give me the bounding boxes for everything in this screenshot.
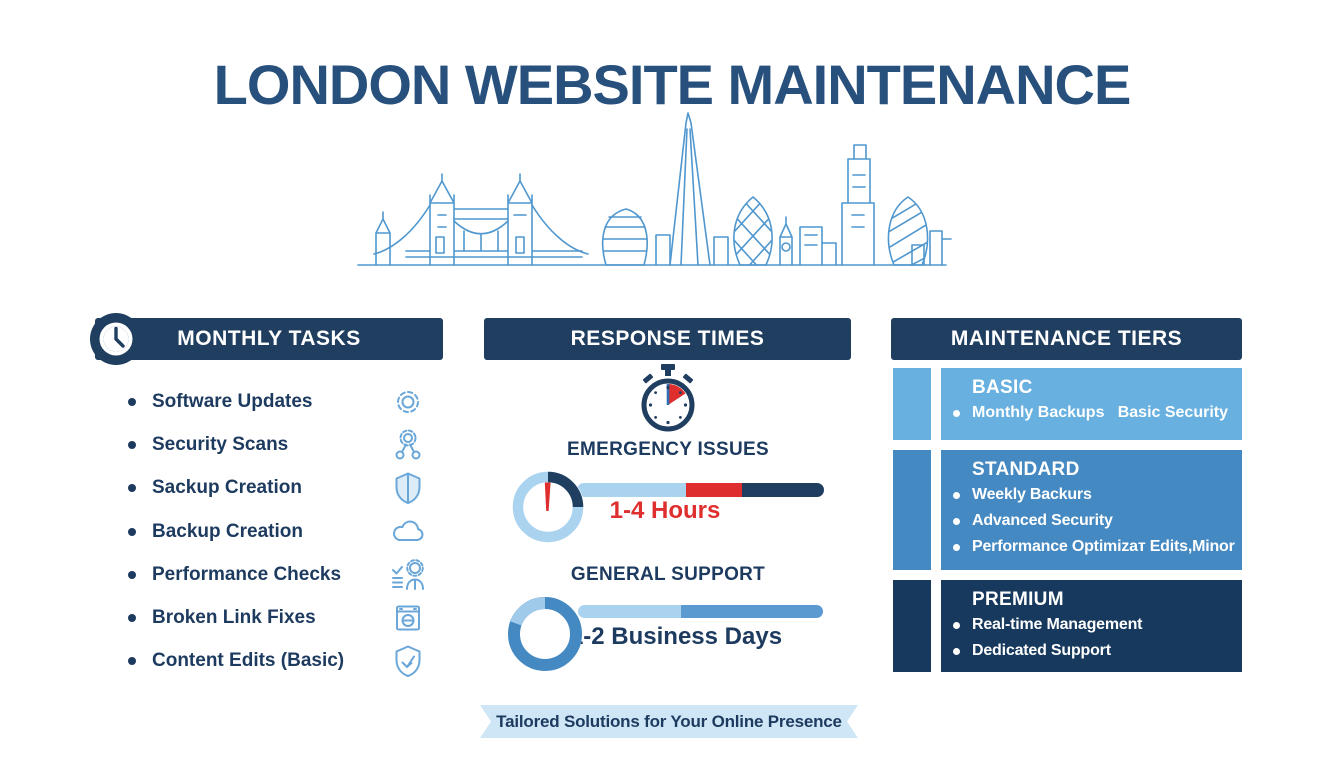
task-item: Backup Creation <box>128 510 428 553</box>
tagline-banner: Tailored Solutions for Your Online Prese… <box>480 705 858 738</box>
page-title: LONDON WEBSITE MAINTENANCE <box>213 53 1132 116</box>
bullet-dot <box>128 440 136 449</box>
standard-tier-features: Weekly Backurs Advanced Security Perform… <box>953 486 1235 556</box>
task-item: Sackup Creation <box>128 467 428 510</box>
premium-tier-features: Real-time Management Dedicated Support <box>953 616 1234 660</box>
gear-icon <box>388 384 428 420</box>
tagline-text: Tailored Solutions for Your Online Prese… <box>496 711 842 731</box>
general-support-title: GENERAL SUPPORT <box>570 564 766 585</box>
donut-circle-icon <box>508 597 582 671</box>
bullet-dot <box>128 527 136 536</box>
gauge-icon <box>512 471 584 543</box>
general-time-value: 1-2 Business Days <box>569 623 783 650</box>
task-item: Broken Link Fixes <box>128 596 428 639</box>
task-item: Software Updates <box>128 380 428 423</box>
task-item: Performance Checks <box>128 553 428 596</box>
general-response-bar <box>578 605 823 618</box>
bullet-dot <box>953 517 960 525</box>
basic-tier-name: BASIC <box>972 377 1033 398</box>
basic-tier-card: BASIC Monthly Backups Basic Security <box>941 368 1242 440</box>
shield-icon <box>388 470 428 506</box>
bullet-dot <box>953 621 960 629</box>
shield-check-icon <box>388 643 428 679</box>
bullet-dot <box>953 647 960 655</box>
bullet-dot <box>953 543 960 551</box>
standard-tier-strip <box>893 450 931 570</box>
emergency-issues-title: EMERGENCY ISSUES <box>567 439 769 460</box>
security-scan-icon <box>388 427 428 463</box>
maintenance-tiers-header-label: MAINTENANCE TIERS <box>950 327 1183 350</box>
browser-window-icon <box>388 600 428 636</box>
bullet-dot <box>128 484 136 493</box>
london-skyline-illustration <box>357 112 952 266</box>
standard-tier-name: STANDARD <box>972 459 1080 480</box>
clock-icon <box>90 313 142 365</box>
bullet-dot <box>128 570 136 579</box>
response-times-header: RESPONSE TIMES <box>484 318 851 360</box>
cloud-icon <box>388 514 428 550</box>
stopwatch-icon <box>641 364 695 432</box>
emergency-time-value: 1-4 Hours <box>609 497 721 524</box>
basic-tier-features: Monthly Backups Basic Security <box>953 404 1234 422</box>
maintenance-tiers-header: MAINTENANCE TIERS <box>891 318 1242 360</box>
task-item: Security Scans <box>128 423 428 466</box>
bullet-dot <box>128 657 136 666</box>
response-times-header-label: RESPONSE TIMES <box>570 327 765 350</box>
task-item: Content Edits (Basic) <box>128 640 428 683</box>
performance-person-icon <box>388 557 428 593</box>
monthly-tasks-header-label: MONTHLY TASKS <box>177 327 361 350</box>
monthly-tasks-header: MONTHLY TASKS <box>90 313 443 365</box>
monthly-tasks-list: Software Updates Security Scans <box>128 380 428 683</box>
premium-tier-strip <box>893 580 931 672</box>
bullet-dot <box>953 409 960 417</box>
bullet-dot <box>128 614 136 623</box>
emergency-response-bar <box>577 483 824 497</box>
bullet-dot <box>128 397 136 406</box>
basic-tier-strip <box>893 368 931 440</box>
bullet-dot <box>953 491 960 499</box>
premium-tier-card: PREMIUM Real-time Management Dedicated S… <box>941 580 1242 672</box>
premium-tier-name: PREMIUM <box>972 589 1064 610</box>
standard-tier-card: STANDARD Weekly Backurs Advanced Securit… <box>941 450 1242 570</box>
